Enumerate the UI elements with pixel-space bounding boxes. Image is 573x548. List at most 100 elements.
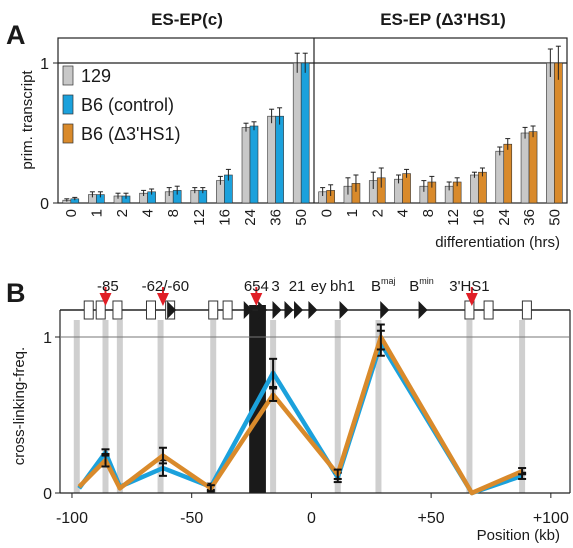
legend-swatch — [62, 94, 74, 115]
y-tick-label: 1 — [43, 330, 52, 347]
legend-swatch — [62, 123, 74, 144]
x-tick-label: 36 — [268, 209, 285, 226]
gene-arrow — [418, 301, 428, 319]
hs-site-marker — [465, 293, 478, 306]
gray-stripe — [102, 320, 109, 493]
gene-box — [83, 300, 94, 320]
gene-box — [222, 300, 233, 320]
x-tick-label: 8 — [420, 209, 437, 217]
gene-label: Bmaj — [371, 276, 396, 295]
gene-label: -62/-60 — [142, 278, 190, 295]
gray-stripe — [210, 320, 217, 493]
x-tick-label: 50 — [546, 209, 563, 226]
legend-label: B6 (control) — [81, 95, 174, 115]
y-tick-label: 0 — [40, 196, 49, 213]
bar — [249, 125, 259, 204]
panel-b-ylabel: cross-linking-freq. — [11, 347, 28, 465]
x-tick-label: -100 — [56, 510, 88, 527]
gene-label-superscript: min — [419, 276, 434, 286]
panel-b-xlabel: Position (kb) — [477, 527, 560, 544]
bar — [275, 115, 284, 204]
bar — [528, 131, 538, 204]
gene-arrow — [308, 301, 318, 319]
gene-label: 654 — [244, 278, 269, 295]
y-tick-label: 0 — [43, 486, 52, 503]
bar — [402, 173, 411, 204]
x-tick-label: 16 — [470, 209, 487, 226]
x-tick-label: 0 — [307, 510, 316, 527]
gene-arrow — [380, 301, 390, 319]
gene-label: Bmin — [409, 276, 434, 295]
subplot-title-right: ES-EP (Δ3'HS1) — [380, 10, 506, 29]
legend-swatch — [62, 65, 74, 86]
gray-stripe — [73, 320, 80, 493]
legend-label: 129 — [81, 66, 111, 86]
gray-stripe — [157, 320, 164, 493]
gene-arrow — [284, 301, 294, 319]
panel-label-b: B — [6, 278, 26, 308]
x-tick-label: 0 — [319, 209, 336, 217]
gene-box — [95, 300, 106, 320]
gene-box — [112, 300, 123, 320]
x-tick-label: 36 — [521, 209, 538, 226]
gene-label-superscript: maj — [381, 276, 396, 286]
panel-b-plot: 0 1 -100 -50 0 +50 +100 -85 -62/-60 654 3 21 ey bh1 Bm… — [43, 276, 571, 527]
hs-site-marker — [250, 293, 263, 306]
x-tick-label: -50 — [180, 510, 203, 527]
x-tick-label: 0 — [63, 209, 80, 217]
y-tick-label: 1 — [40, 56, 49, 73]
gene-box — [521, 300, 532, 320]
bar — [292, 62, 302, 204]
gray-stripe — [116, 320, 123, 493]
x-tick-label: +50 — [418, 510, 445, 527]
gene-arrow — [339, 301, 349, 319]
gene-box — [483, 300, 494, 320]
bar — [478, 171, 487, 204]
gene-box — [145, 300, 156, 320]
x-tick-label: 50 — [293, 209, 310, 226]
gene-label: 3 — [271, 278, 279, 295]
x-tick-label: 1 — [344, 209, 361, 217]
gene-box — [208, 300, 219, 320]
bar — [520, 132, 530, 204]
panel-a-ylabel: prim. transcript — [19, 70, 36, 170]
subplot-title-left: ES-EP(c) — [151, 10, 223, 29]
x-tick-label: +100 — [533, 510, 569, 527]
panel-label-a: A — [6, 20, 26, 50]
gene-arrow — [243, 301, 253, 319]
gene-label: ey — [311, 278, 327, 295]
gray-stripe — [466, 320, 473, 493]
bar — [267, 115, 276, 204]
gene-arrow — [294, 301, 304, 319]
x-tick-label: 8 — [165, 209, 182, 217]
x-tick-label: 16 — [216, 209, 233, 226]
bar — [241, 127, 251, 204]
hs-site-marker — [156, 293, 169, 306]
x-tick-label: 4 — [395, 209, 412, 217]
gray-stripe — [270, 320, 277, 493]
hs-site-marker — [99, 293, 112, 306]
x-tick-label: 24 — [242, 209, 259, 226]
gene-label: -85 — [97, 278, 119, 295]
x-tick-label: 1 — [88, 209, 105, 217]
gene-arrow — [167, 301, 177, 319]
panel-a-xlabel: differentiation (hrs) — [435, 234, 560, 251]
gene-label: bh1 — [330, 278, 355, 295]
x-tick-label: 12 — [445, 209, 462, 226]
bar — [546, 62, 555, 204]
panel-a-frame — [57, 37, 568, 204]
x-tick-label: 24 — [496, 209, 513, 226]
gray-stripe — [375, 320, 382, 493]
series-line — [77, 334, 524, 496]
gene-arrow — [272, 301, 282, 319]
legend-label: B6 (Δ3'HS1) — [81, 124, 181, 144]
x-tick-label: 4 — [140, 209, 157, 217]
gene-label: 21 — [289, 278, 306, 295]
bar — [470, 174, 479, 204]
x-tick-label: 2 — [369, 209, 386, 217]
gene-box — [464, 300, 475, 320]
gene-label: 3'HS1 — [449, 278, 489, 295]
